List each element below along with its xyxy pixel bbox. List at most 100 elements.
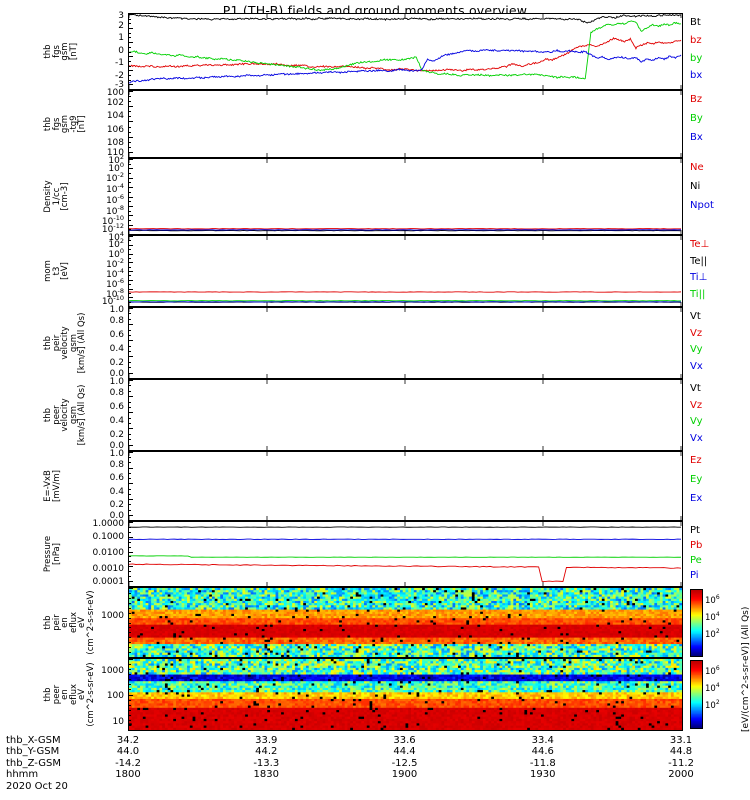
panel-peer-spectrogram — [128, 658, 683, 731]
axis-tick — [128, 612, 131, 614]
x-axis-tick-value: 2000 — [668, 769, 694, 781]
axis-tick — [128, 159, 133, 160]
axis-tick — [128, 488, 131, 490]
axis-tick — [128, 450, 131, 451]
legend-item-ti: Ti|| — [690, 288, 706, 300]
x-axis-tick-value: 44.0 — [116, 746, 140, 758]
yticks-temperature: 104 102 100 10-2 10-4 10-6 10-8 10-10 — [78, 231, 124, 307]
axis-tick — [128, 478, 131, 480]
axis-tick — [128, 401, 131, 403]
axis-tick — [128, 647, 131, 649]
axis-tick — [128, 37, 131, 39]
axis-tick — [128, 14, 133, 15]
x-axis-tick-value: 1900 — [391, 769, 418, 781]
axis-tick — [128, 65, 131, 67]
axis-tick — [128, 318, 131, 320]
axis-tick — [128, 28, 133, 30]
legend-item-bx: Bx — [690, 132, 703, 143]
axis-tick — [128, 372, 133, 374]
axis-tick — [128, 642, 131, 644]
panel-temperature — [128, 235, 683, 307]
x-axis-tick-value: -11.8 — [529, 757, 556, 769]
axis-tick — [128, 586, 131, 587]
ytick-label: 10-4 — [106, 182, 124, 196]
axis-tick — [128, 23, 131, 25]
legend-item-vt: Vt — [690, 383, 701, 394]
axis-tick — [128, 201, 131, 203]
ytick-label: 102 — [108, 237, 124, 250]
axis-tick — [128, 546, 131, 548]
yticks-pressure: 1.0000 0.1000 0.0100 0.0010 0.0001 — [78, 520, 125, 587]
panel-peer-velocity — [128, 379, 683, 451]
axis-tick — [128, 253, 133, 255]
ytick-label: 10-8 — [106, 203, 124, 217]
ytick-label: 104 — [106, 111, 124, 122]
yticks-peir-velocity: 1.0 0.8 0.6 0.4 0.2 0.0 — [78, 305, 124, 379]
axis-tick — [128, 163, 131, 165]
axis-tick — [128, 561, 131, 563]
axis-tick — [128, 288, 133, 290]
axis-tick — [128, 187, 133, 189]
axis-tick — [128, 709, 131, 711]
x-axis-row-label: thb_X-GSM — [6, 735, 61, 746]
legend-item-ti: Ti⊥ — [690, 272, 708, 283]
legend-item-te: Te⊥ — [690, 239, 710, 250]
ytick-label: 1000 — [101, 665, 124, 676]
x-axis-tick-value: 34.2 — [116, 735, 140, 746]
axis-tick — [128, 279, 133, 281]
axis-tick — [128, 91, 133, 92]
ytick-label: 0.0010 — [92, 564, 125, 574]
axis-tick — [128, 266, 131, 268]
ytick-label: 1.0 — [109, 305, 124, 315]
x-axis-tick-value: -11.2 — [668, 757, 694, 769]
axis-tick — [128, 240, 131, 242]
x-axis-tick-value: -14.2 — [115, 757, 141, 769]
axis-tick — [128, 297, 133, 299]
axis-tick — [128, 262, 133, 264]
axis-tick — [128, 32, 131, 34]
axis-tick — [128, 249, 131, 251]
ytick-label: -3 — [115, 80, 124, 90]
axis-tick — [128, 406, 131, 408]
axis-tick — [128, 345, 131, 347]
axis-tick — [128, 597, 131, 599]
axis-tick — [128, 111, 131, 113]
axis-tick — [128, 356, 133, 358]
axis-tick — [128, 588, 133, 589]
x-axis-tick-value: 33.6 — [393, 735, 416, 746]
colorbar-tick-label: 106 — [705, 665, 720, 677]
panel-fgs-gsm-bt — [128, 13, 683, 90]
axis-tick — [128, 632, 131, 634]
ytick-label: 102 — [106, 98, 124, 109]
axis-tick — [128, 520, 131, 521]
ytick-label: 0.0 — [109, 511, 124, 521]
axis-tick — [128, 617, 131, 619]
axis-tick — [128, 191, 131, 193]
axis-tick — [128, 483, 133, 485]
ytick-label: 0.2 — [109, 500, 124, 511]
x-axis-tick-value: 1930 — [530, 769, 556, 781]
panel-peir-velocity — [128, 307, 683, 379]
axis-tick — [128, 101, 131, 103]
legend-item-vz: Vz — [690, 327, 703, 339]
axis-tick — [128, 412, 133, 414]
axis-tick — [128, 592, 131, 594]
legend-item-bz: bz — [690, 34, 702, 46]
legend-item-ne: Ne — [690, 162, 704, 173]
ytick-label: 0.4 — [109, 344, 124, 354]
axis-tick — [128, 340, 133, 342]
legend-item-ex: Ex — [690, 493, 703, 504]
axis-tick — [128, 602, 131, 604]
x-axis-tick-value: 33.9 — [255, 735, 278, 746]
colorbar-tick-label: 106 — [705, 594, 720, 606]
colorbar-tick-label: 104 — [705, 682, 720, 694]
ytick-label: 10-4 — [106, 267, 124, 280]
axis-tick — [128, 313, 131, 315]
ytick-label: 100 — [108, 247, 124, 260]
colorbar-axis-label: [eV/(cm^2-s-sr-eV)] (All Qs) — [741, 606, 750, 732]
ytick-label: 0 — [118, 45, 124, 56]
legend-item-vy: Vy — [690, 416, 703, 427]
panel-pressure — [128, 521, 683, 587]
axis-tick — [128, 236, 133, 237]
axis-tick — [128, 151, 133, 153]
